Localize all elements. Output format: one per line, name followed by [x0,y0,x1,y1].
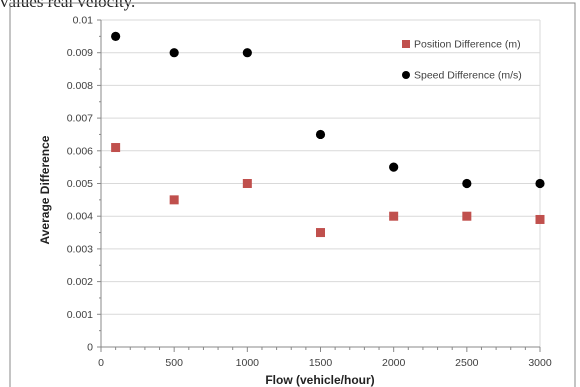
position-difference-point [462,211,472,221]
x-tick-label: 1000 [236,357,260,369]
x-tick-label: 3000 [528,357,552,369]
speed-difference-point [315,129,326,140]
position-difference-point [316,228,325,238]
y-tick-label: 0.007 [67,113,93,125]
legend-marker-speed [402,71,410,79]
y-tick-label: 0.009 [67,47,93,59]
speed-difference-point [535,178,545,189]
speed-difference-point [169,48,179,58]
caption-text: values real velocity. [0,0,136,11]
legend-label: Position Difference (m) [414,39,521,51]
y-tick-label: 0.01 [73,15,94,27]
position-difference-point [169,195,179,205]
y-tick-label: 0.005 [67,178,93,190]
speed-difference-point [462,178,472,189]
x-tick-label: 1500 [309,357,333,369]
speed-difference-point [389,162,399,172]
x-tick-label: 2000 [382,357,406,369]
y-tick-label: 0 [87,342,93,354]
y-tick-label: 0.003 [67,243,93,255]
x-tick-label: 0 [98,357,104,369]
x-tick-label: 2500 [455,357,479,369]
y-tick-label: 0.001 [67,309,93,321]
speed-difference-point [111,31,121,41]
position-difference-point [242,179,252,188]
legend-marker-position [402,40,410,48]
y-axis-title: Average Difference [38,135,52,244]
position-difference-point [389,211,399,221]
legend-label: Speed Difference (m/s) [414,70,522,82]
y-tick-label: 0.008 [67,80,93,92]
y-tick-label: 0.002 [67,276,93,288]
position-difference-point [535,214,545,224]
position-difference-point [111,143,121,153]
x-axis-title: Flow (vehicle/hour) [265,373,374,387]
y-tick-label: 0.006 [67,145,93,157]
chart-border [9,2,576,387]
x-tick-label: 500 [165,357,183,369]
y-tick-label: 0.004 [67,211,93,223]
speed-difference-point [242,48,252,58]
